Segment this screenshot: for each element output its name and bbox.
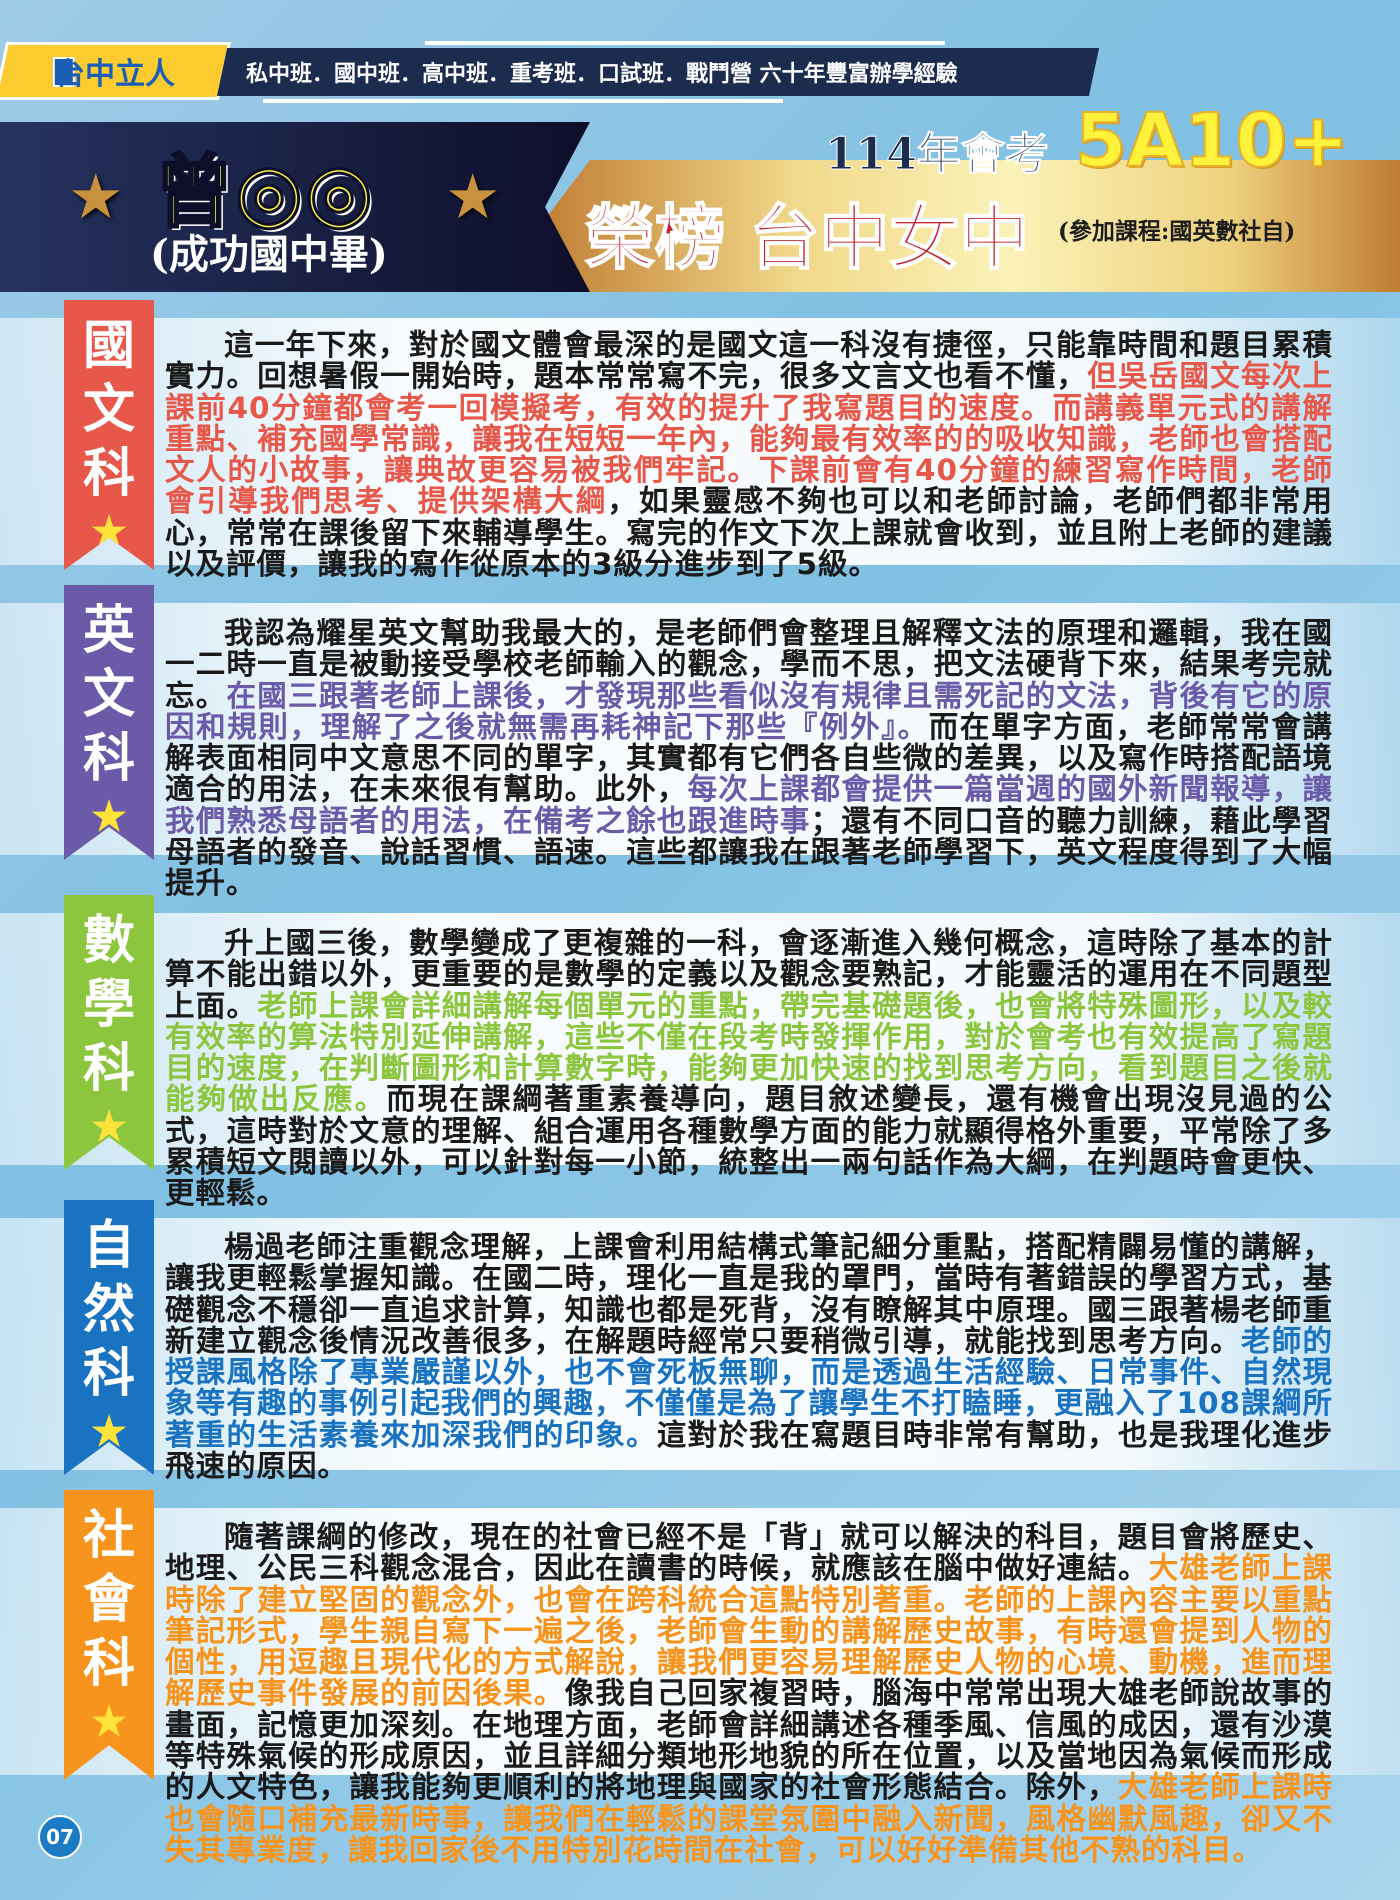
exam-score: 5A10+ [1074, 97, 1350, 185]
subject-label: 國文科 [82, 315, 135, 504]
tagline: 私中班．國中班．高中班．重考班．口試班．戰鬥營 六十年豐富辦學經驗 [246, 61, 958, 87]
exam-title: 114年會考 [825, 129, 1050, 181]
subject-label: 數學科 [82, 910, 135, 1099]
decor-line [263, 99, 783, 103]
body-text: 這對於我在寫題目時非常有幫助，也是我理化進步飛速的原因。 [165, 1417, 1333, 1484]
body-text: 隨著課綱的修改，現在的社會已經不是「背」就可以解決的科目，題目會將歷史、地理、公… [165, 1520, 1333, 1586]
subject-label: 自然科 [82, 1215, 135, 1404]
highlighted-text: 大雄老師上課時除了建立堅固的觀念外，也會在跨科統合這點特別著重。老師的上課內容主… [165, 1551, 1333, 1711]
highlighted-text: 老師的授課風格除了專業嚴謹以外，也不會死板無聊，而是透過生活經驗、日常事件、自然… [165, 1323, 1333, 1452]
star-icon: ★ [68, 160, 124, 233]
subject-ribbon-math: 數學科 ★ [64, 895, 154, 1170]
body-text: 升上國三後，數學變成了更複雜的一科，會逐漸進入幾何概念，這時除了基本的計算不能出… [165, 926, 1333, 1023]
star-icon: ★ [445, 160, 501, 233]
testimonial-science: 楊過老師注重觀念理解，上課會利用結構式筆記細分重點，搭配精闢易懂的講解，讓我更輕… [165, 1230, 1333, 1484]
star-icon: ★ [91, 1698, 127, 1745]
subject-ribbon-social: 社會科 ★ [64, 1490, 154, 1780]
name-banner [0, 122, 590, 292]
body-text: 像我自己回家複習時，腦海中常常出現大雄老師說故事的畫面，記憶更加深刻。在地理方面… [165, 1676, 1333, 1805]
highlighted-text: 每次上課都會提供一篇當週的國外新聞報導，讓我們熟悉母語者的用法，在備考之餘也跟進… [165, 772, 1333, 838]
subject-ribbon-chinese: 國文科 ★ [64, 300, 154, 570]
subject-ribbon-english: 英文科 ★ [64, 585, 154, 860]
body-text: ；還有不同口音的聽力訓練，藉此學習母語者的發音、說話習慣、語速。這些都讓我在跟著… [165, 803, 1333, 901]
student-name: 曾◎◎ [153, 146, 376, 240]
testimonial-chinese: 這一年下來，對於國文體會最深的是國文這一科沒有捷徑，只能靠時間和題目累積實力。回… [165, 328, 1333, 582]
page-number: 07 [38, 1815, 82, 1859]
decor-line [425, 41, 945, 45]
courses-taken: (參加課程:國英數社自) [1058, 218, 1296, 245]
logo-text: 台中立人 [55, 57, 175, 92]
tagline-strip: 私中班．國中班．高中班．重考班．口試班．戰鬥營 六十年豐富辦學經驗 [216, 48, 1100, 96]
testimonial-math: 升上國三後，數學變成了更複雜的一科，會逐漸進入幾何概念，這時除了基本的計算不能出… [165, 926, 1333, 1211]
honor-school: 榮榜 台中女中 [584, 195, 1030, 280]
highlighted-text: 在國三跟著老師上課後，才發現那些看似沒有規律且需死記的文法，背後有它的原因和規則… [165, 678, 1333, 744]
body-text: 我認為耀星英文幫助我最大的，是老師們會整理且解釋文法的原理和邏輯，我在國一二時一… [165, 616, 1333, 713]
body-text: 而在單字方面，老師常常會講解表面相同中文意思不同的單字，其實都有它們各自些微的差… [165, 709, 1333, 807]
subject-label: 社會科 [82, 1505, 135, 1694]
gold-banner [540, 160, 1400, 292]
section-math [0, 913, 1400, 1165]
section-social [0, 1508, 1400, 1775]
body-text: ，如果靈感不夠也可以和老師討論，老師們都非常用心，常常在課後留下來輔導學生。寫完… [165, 484, 1333, 582]
highlighted-text: 但吳岳國文每次上課前40分鐘都會考一回模擬考，有效的提升了我寫題目的速度。而講義… [165, 359, 1333, 519]
section-chinese [0, 318, 1400, 565]
subject-label: 英文科 [82, 600, 135, 789]
section-english [0, 603, 1400, 855]
body-text: 楊過老師注重觀念理解，上課會利用結構式筆記細分重點，搭配精闢易懂的講解，讓我更輕… [165, 1230, 1333, 1358]
subject-ribbon-science: 自然科 ★ [64, 1200, 154, 1475]
section-science [0, 1218, 1400, 1470]
graduated-school: (成功國中畢) [150, 231, 388, 278]
highlighted-text: 老師上課會詳細講解每個單元的重點，帶完基礎題後，也會將特殊圖形，以及較有效率的算… [165, 988, 1333, 1117]
body-text: 這一年下來，對於國文體會最深的是國文這一科沒有捷徑，只能靠時間和題目累積實力。回… [165, 328, 1333, 394]
body-text: 而現在課綱著重素養導向，題目敘述變長，還有機會出現沒見過的公式，這時對於文意的理… [165, 1082, 1333, 1211]
testimonial-english: 我認為耀星英文幫助我最大的，是老師們會整理且解釋文法的原理和邏輯，我在國一二時一… [165, 616, 1333, 901]
logo: 台中立人 [0, 42, 232, 100]
highlighted-text: 大雄老師上課時也會隨口補充最新時事，讓我們在輕鬆的課堂氛圍中融入新聞，風格幽默風… [165, 1770, 1333, 1867]
testimonial-social: 隨著課綱的修改，現在的社會已經不是「背」就可以解決的科目，題目會將歷史、地理、公… [165, 1520, 1333, 1867]
